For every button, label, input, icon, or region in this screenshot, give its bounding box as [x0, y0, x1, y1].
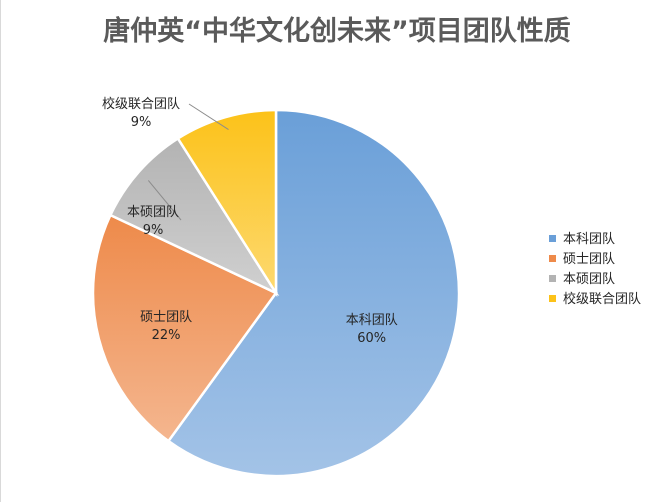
legend-swatch-4 — [549, 295, 556, 302]
data-label-category-3: 本硕团队 — [127, 205, 179, 220]
leader-line-3 — [147, 180, 182, 221]
data-labels: 本科团队 60% 硕士团队 22% 本硕团队 9% 校级联合团队 9% — [102, 96, 398, 346]
pie-slices — [91, 108, 461, 478]
legend-swatch-3 — [549, 275, 556, 282]
legend-entry-2: 硕士团队 — [563, 252, 615, 267]
pie-slice-4 — [176, 108, 278, 298]
data-label-value-3: 9% — [143, 223, 164, 238]
data-label-category-1: 本科团队 — [346, 313, 398, 328]
data-label-value-4: 9% — [131, 115, 152, 130]
leader-line-4 — [188, 103, 229, 130]
legend-entry-1: 本科团队 — [563, 232, 615, 247]
data-label-category-2: 硕士团队 — [140, 310, 192, 325]
legend-entry-4: 校级联合团队 — [563, 291, 641, 307]
pie-slice-3 — [108, 136, 280, 296]
leader-lines — [147, 103, 229, 221]
pie-slice-1 — [166, 108, 461, 478]
data-label-value-2: 22% — [152, 328, 181, 343]
data-label-value-1: 60% — [357, 331, 386, 346]
legend-swatch-2 — [549, 255, 556, 262]
data-label-category-4: 校级联合团队 — [102, 96, 180, 112]
legend-swatch-1 — [549, 235, 556, 242]
legend-entry-3: 本硕团队 — [563, 272, 615, 287]
chart-title: 唐仲英“中华文化创未来”项目团队性质 — [103, 15, 571, 47]
